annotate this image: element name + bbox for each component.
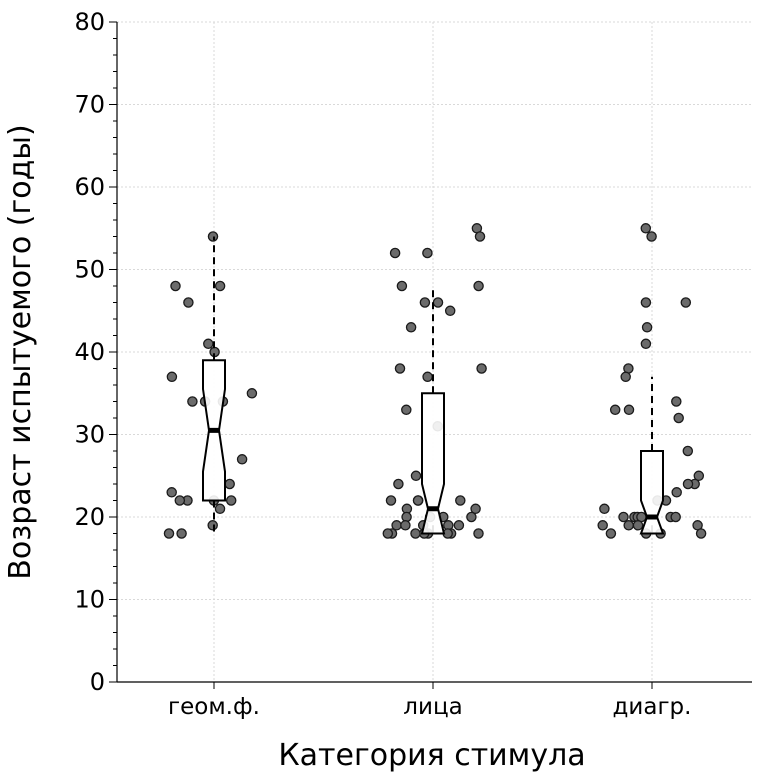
data-point bbox=[682, 478, 694, 490]
data-point bbox=[473, 528, 484, 539]
data-point bbox=[640, 297, 652, 308]
data-point bbox=[641, 322, 653, 333]
y-tick-label: 0 bbox=[90, 668, 105, 696]
x-tick-label: диагр. bbox=[613, 694, 692, 720]
data-point bbox=[183, 297, 194, 308]
data-point bbox=[646, 231, 657, 242]
y-tick-label: 20 bbox=[74, 503, 105, 531]
data-point bbox=[246, 388, 258, 399]
data-point bbox=[396, 280, 408, 292]
data-point bbox=[473, 280, 484, 292]
data-point bbox=[680, 297, 692, 308]
data-point bbox=[671, 487, 682, 498]
data-point bbox=[410, 528, 421, 539]
data-point bbox=[470, 503, 481, 515]
x-tick-label: геом.ф. bbox=[168, 694, 260, 720]
y-tick-label: 10 bbox=[74, 586, 105, 614]
data-point bbox=[671, 396, 682, 407]
x-axis-title: Категория стимула bbox=[278, 738, 585, 773]
data-point bbox=[422, 247, 433, 259]
data-point bbox=[382, 528, 394, 539]
data-point bbox=[170, 280, 181, 292]
data-point bbox=[385, 495, 397, 506]
y-tick-label: 40 bbox=[74, 338, 105, 366]
axes bbox=[109, 21, 752, 689]
data-point bbox=[599, 503, 610, 515]
data-point bbox=[618, 511, 629, 523]
data-point bbox=[605, 528, 617, 539]
data-point bbox=[203, 338, 214, 350]
data-point bbox=[389, 247, 401, 259]
data-point bbox=[422, 371, 433, 383]
data-point bbox=[236, 454, 248, 465]
data-point bbox=[597, 520, 608, 531]
box bbox=[420, 392, 446, 535]
data-point bbox=[166, 371, 178, 383]
data-point bbox=[394, 363, 406, 374]
data-point bbox=[207, 520, 218, 531]
data-point bbox=[474, 231, 486, 242]
data-point bbox=[444, 305, 456, 317]
data-point bbox=[682, 445, 694, 457]
data-point bbox=[174, 495, 186, 506]
y-tick-label: 80 bbox=[74, 8, 105, 36]
data-point bbox=[640, 338, 652, 350]
data-point bbox=[670, 511, 681, 523]
data-point bbox=[400, 520, 411, 531]
data-point bbox=[673, 412, 684, 424]
data-point bbox=[453, 520, 465, 531]
data-point bbox=[224, 478, 235, 490]
data-point bbox=[609, 404, 621, 416]
data-point bbox=[640, 223, 652, 234]
data-point bbox=[410, 470, 422, 482]
data-point bbox=[432, 297, 444, 308]
y-tick-label: 60 bbox=[74, 173, 105, 201]
y-tick-label: 70 bbox=[74, 91, 105, 119]
data-point bbox=[405, 322, 417, 333]
data-point bbox=[214, 280, 226, 292]
data-point bbox=[419, 297, 431, 308]
data-point bbox=[476, 363, 487, 374]
data-point bbox=[393, 478, 404, 490]
data-point bbox=[187, 396, 198, 407]
data-point bbox=[693, 470, 705, 482]
axis-labels: 0 10 20 30 40 50 60 70 80 геом.ф. лица диагр. bbox=[74, 8, 691, 720]
data-point bbox=[176, 528, 187, 539]
data-point bbox=[163, 528, 175, 539]
data-point bbox=[455, 495, 466, 506]
data-point bbox=[695, 528, 707, 539]
data-point bbox=[214, 503, 226, 515]
x-tick-label: лица bbox=[403, 694, 462, 720]
data-point bbox=[401, 404, 412, 416]
data-point bbox=[412, 495, 424, 506]
gridlines bbox=[117, 21, 752, 682]
data-point bbox=[623, 404, 635, 416]
box bbox=[639, 450, 665, 535]
data-point bbox=[225, 495, 237, 506]
data-point bbox=[632, 520, 644, 531]
boxes bbox=[202, 236, 665, 535]
data-points bbox=[163, 223, 707, 539]
data-point bbox=[166, 487, 177, 498]
y-tick-label: 30 bbox=[74, 421, 105, 449]
data-point bbox=[620, 371, 631, 383]
y-axis-title: Возраст испытуемого (годы) bbox=[3, 124, 38, 579]
data-point bbox=[466, 511, 477, 523]
y-tick-label: 50 bbox=[74, 256, 105, 284]
data-point bbox=[623, 520, 634, 531]
